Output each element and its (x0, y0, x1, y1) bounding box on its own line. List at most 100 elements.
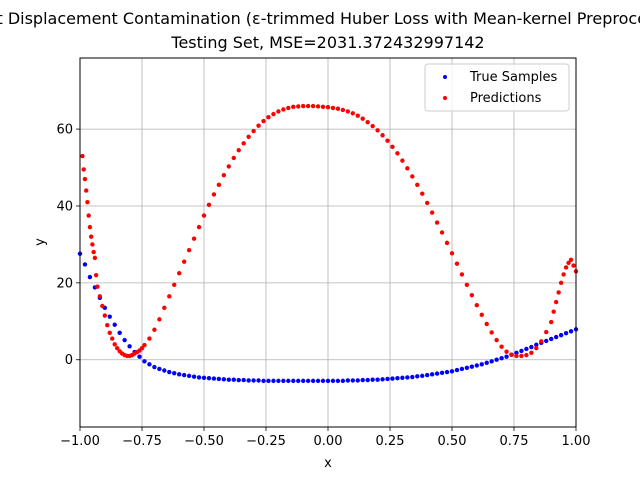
prediction-point (494, 337, 499, 343)
prediction-point (405, 166, 410, 171)
prediction-point (390, 144, 395, 149)
prediction-point (301, 103, 306, 109)
true-sample-point (415, 374, 420, 379)
prediction-point (444, 240, 450, 246)
prediction-point (315, 104, 321, 109)
prediction-point (110, 336, 115, 341)
true-sample-point (469, 364, 475, 369)
prediction-point (509, 352, 514, 357)
true-sample-point (122, 337, 127, 343)
true-sample-point (191, 374, 197, 379)
true-sample-point (410, 374, 415, 380)
prediction-point (92, 255, 98, 261)
true-sample-point (405, 375, 410, 380)
true-sample-point (370, 377, 375, 382)
prediction-point (81, 167, 86, 172)
true-sample-point (395, 375, 400, 381)
y-tick-label: 20 (56, 276, 73, 291)
true-sample-point (365, 377, 370, 383)
true-sample-point (340, 378, 346, 384)
prediction-point (276, 109, 281, 114)
true-sample-point (380, 377, 385, 382)
true-sample-point (553, 334, 559, 340)
true-sample-point (107, 314, 112, 319)
prediction-point (95, 284, 100, 289)
x-tick-label: 0.25 (376, 434, 405, 449)
prediction-point (196, 224, 202, 230)
prediction-point (340, 107, 346, 113)
prediction-point (286, 105, 291, 111)
legend: True Samples Predictions (424, 63, 570, 112)
prediction-point (310, 103, 316, 109)
prediction-point (177, 271, 182, 276)
prediction-point (425, 200, 430, 206)
true-sample-point (186, 373, 192, 379)
true-sample-point (310, 378, 316, 384)
prediction-point (350, 111, 355, 116)
legend-marker-true-samples (443, 75, 447, 79)
true-sample-point (211, 376, 217, 381)
prediction-point (221, 173, 227, 178)
prediction-point (499, 344, 504, 349)
prediction-point (236, 148, 241, 153)
true-sample-point (420, 373, 425, 379)
prediction-point (172, 282, 177, 287)
prediction-point (216, 182, 222, 188)
true-sample-point (429, 372, 435, 377)
true-sample-point (529, 344, 534, 350)
prediction-point (553, 299, 559, 305)
prediction-point (87, 224, 93, 230)
true-sample-point (514, 350, 519, 356)
true-sample-point (350, 378, 355, 383)
true-sample-point (127, 344, 132, 349)
true-sample-point (152, 364, 157, 370)
prediction-point (454, 261, 460, 266)
true-sample-point (226, 377, 231, 382)
true-sample-point (142, 359, 147, 364)
prediction-point (115, 346, 120, 351)
legend-box (424, 63, 570, 112)
prediction-point (370, 123, 375, 129)
x-tick-label: 1.00 (562, 434, 591, 449)
true-sample-point (221, 377, 227, 382)
prediction-point (152, 327, 157, 332)
prediction-point (529, 350, 534, 356)
prediction-point (167, 294, 172, 299)
data-points (77, 103, 579, 384)
prediction-point (524, 352, 529, 358)
prediction-point (84, 188, 89, 193)
true-sample-point (281, 378, 286, 384)
prediction-point (563, 265, 569, 270)
true-sample-point (449, 369, 455, 374)
prediction-point (484, 321, 489, 327)
true-sample-point (425, 372, 430, 378)
true-sample-point (181, 372, 187, 378)
prediction-point (157, 317, 162, 322)
prediction-point (335, 106, 341, 111)
true-sample-point (385, 376, 390, 382)
prediction-point (325, 105, 331, 110)
prediction-point (231, 155, 236, 161)
true-sample-point (157, 366, 162, 372)
x-tick-label: 0.50 (438, 434, 467, 449)
true-sample-point (439, 370, 445, 376)
true-sample-point (82, 262, 88, 267)
prediction-point (100, 303, 105, 309)
true-sample-point (251, 378, 256, 383)
true-sample-point (464, 365, 470, 371)
prediction-point (162, 305, 167, 311)
axis-ticks: −1.00 −0.75 −0.50 −0.25 0.00 0.25 0.50 0.75 1.00… (56, 123, 590, 449)
y-tick-label: 60 (56, 123, 73, 138)
prediction-point (142, 342, 147, 348)
prediction-point (345, 109, 351, 114)
true-sample-point (474, 363, 479, 368)
true-sample-point (360, 377, 365, 383)
prediction-point (449, 251, 455, 256)
true-sample-point (216, 376, 222, 382)
true-sample-point (325, 378, 331, 384)
true-sample-point (286, 378, 291, 384)
prediction-point (544, 329, 549, 335)
prediction-point (93, 272, 99, 278)
prediction-point (206, 202, 212, 208)
true-sample-point (504, 354, 509, 359)
